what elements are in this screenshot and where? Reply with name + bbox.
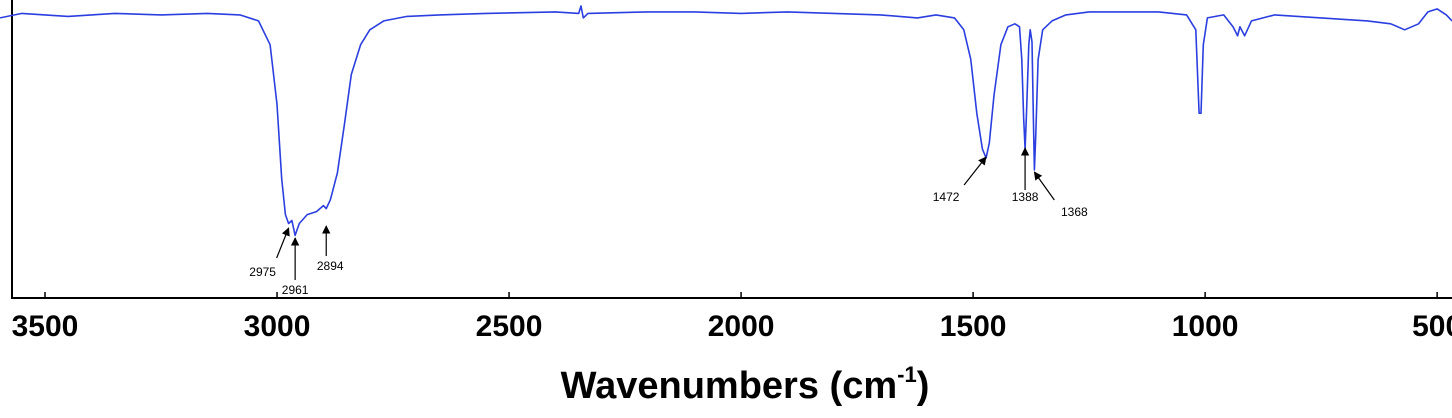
annotation-arrow [963,156,987,186]
x-axis-title-text: Wavenumbers (cm [561,365,897,407]
x-tick-label: 3000 [244,310,311,343]
x-tick-label: 1000 [1172,310,1239,343]
x-tick-label: 2500 [476,310,543,343]
annotation-label: 1368 [1061,205,1088,219]
x-axis-title-sup: -1 [897,362,917,387]
annotation-arrow [276,227,290,259]
annotation-label: 1472 [933,190,960,204]
annotation-label: 2975 [249,265,276,279]
annotation-arrow [1033,171,1055,201]
x-axis-title: Wavenumbers (cm-1) [561,362,930,407]
annotation-label: 2894 [317,259,344,273]
x-tick-label: 3500 [12,310,79,343]
annotation-label: 2961 [282,283,309,297]
x-axis-title-suffix: ) [917,365,930,407]
plot-frame [11,0,1452,299]
x-tick-label: 2000 [708,310,775,343]
x-tick-label: 500 [1412,310,1452,343]
x-tick-label: 1500 [940,310,1007,343]
spectrum-line [0,5,1452,237]
annotation-label: 1388 [1012,190,1039,204]
